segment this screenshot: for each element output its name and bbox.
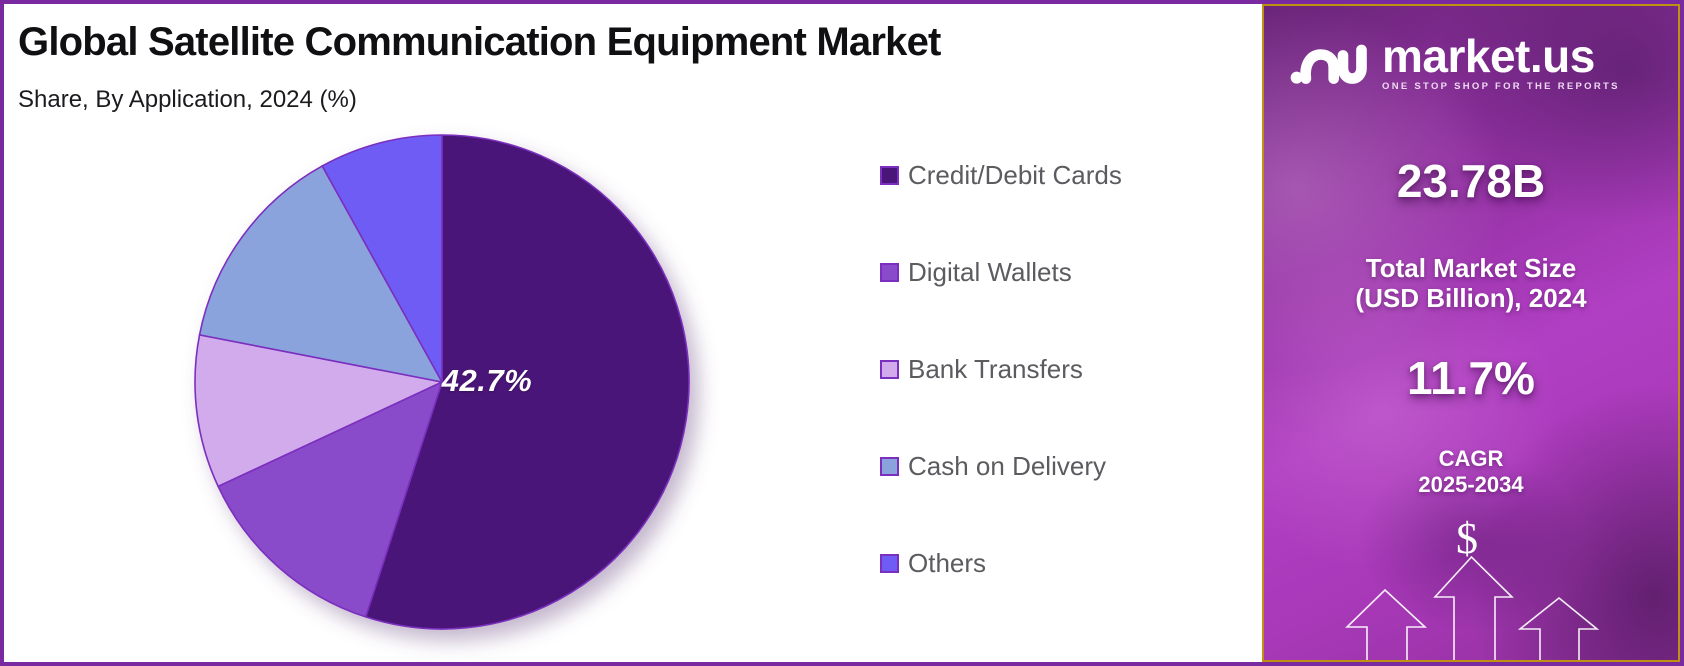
cagr-value: 11.7%	[1407, 352, 1535, 404]
market-size-label: Total Market Size (USD Billion), 2024	[1264, 253, 1678, 313]
legend-item: Others	[880, 550, 1122, 576]
brand-logo: market.us ONE STOP SHOP FOR THE REPORTS	[1290, 30, 1620, 92]
pie-chart	[194, 134, 690, 630]
legend-label: Bank Transfers	[908, 354, 1083, 384]
cagr-label-line1: CAGR	[1438, 446, 1504, 471]
page-title: Global Satellite Communication Equipment…	[18, 20, 941, 64]
legend-swatch	[880, 262, 899, 282]
legend-swatch	[880, 359, 899, 379]
legend-label: Cash on Delivery	[908, 451, 1106, 481]
legend-item: Cash on Delivery	[880, 453, 1122, 479]
legend: Credit/Debit Cards Digital Wallets Bank …	[880, 162, 1122, 647]
legend-swatch	[880, 553, 899, 573]
market-size-label-line1: Total Market Size	[1365, 253, 1577, 283]
cagr-label-line2: 2025-2034	[1418, 472, 1524, 497]
market-size-label-line2: (USD Billion), 2024	[1355, 283, 1587, 313]
dollar-symbol: $	[1456, 514, 1478, 563]
legend-label: Others	[908, 548, 987, 578]
legend-label: Digital Wallets	[908, 257, 1072, 287]
cagr-label: CAGR 2025-2034	[1264, 446, 1678, 498]
marketus-logo-icon	[1290, 44, 1367, 84]
pie-data-label: 42.7%	[441, 363, 533, 398]
brand-name: market.us	[1382, 30, 1595, 82]
legend-item: Bank Transfers	[880, 356, 1122, 382]
chart-area: Global Satellite Communication Equipment…	[4, 4, 1262, 662]
brand-tagline: ONE STOP SHOP FOR THE REPORTS	[1382, 81, 1620, 92]
legend-item: Credit/Debit Cards	[880, 162, 1122, 188]
legend-label: Credit/Debit Cards	[908, 160, 1122, 190]
legend-item: Digital Wallets	[880, 259, 1122, 285]
legend-swatch	[880, 456, 899, 476]
market-size-value: 23.78B	[1396, 155, 1546, 207]
chart-subtitle: Share, By Application, 2024 (%)	[18, 86, 357, 113]
side-panel: market.us ONE STOP SHOP FOR THE REPORTS …	[1262, 4, 1680, 662]
brand-text: market.us ONE STOP SHOP FOR THE REPORTS	[1382, 30, 1620, 92]
legend-swatch	[880, 165, 899, 185]
